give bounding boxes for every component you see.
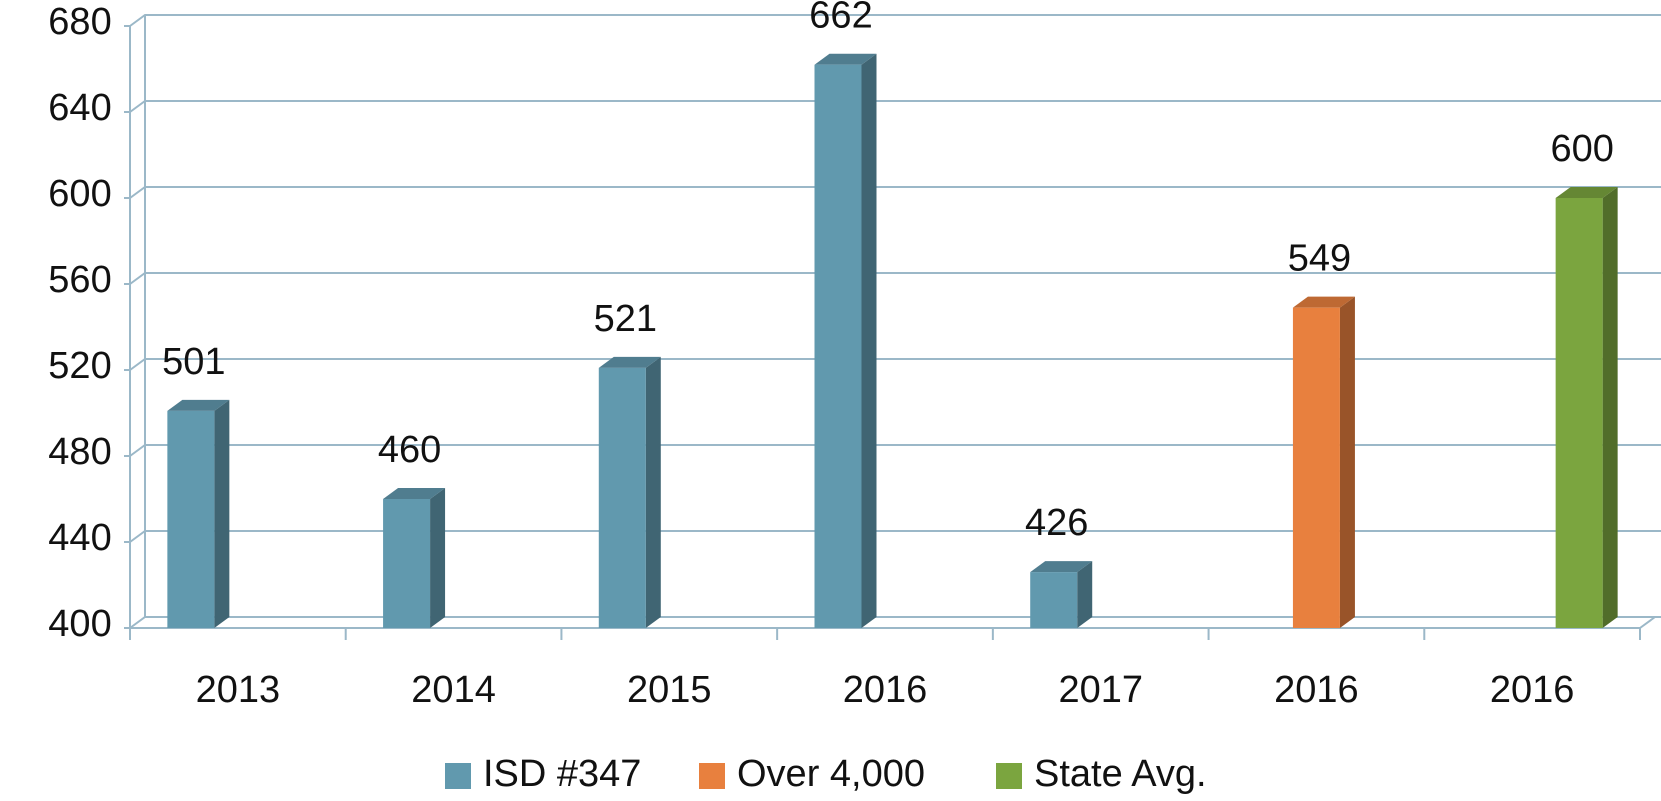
value-label: 426 <box>1025 502 1088 544</box>
legend-label: ISD #347 <box>483 753 641 795</box>
bar-side <box>1602 187 1618 628</box>
grid-line <box>129 100 1661 113</box>
bar <box>598 367 646 628</box>
value-label: 662 <box>809 0 872 37</box>
x-tick-label: 2017 <box>1058 669 1143 711</box>
x-tick-label: 2016 <box>1490 669 1575 711</box>
y-tick-label: 600 <box>48 173 111 215</box>
legend-label: State Avg. <box>1034 753 1207 795</box>
y-tick-label: 680 <box>48 1 111 43</box>
grid-line <box>129 616 1661 629</box>
bar-top <box>1030 561 1093 573</box>
bar-side <box>430 488 446 628</box>
bar <box>167 410 215 628</box>
bar-side <box>214 399 230 628</box>
x-tick-label: 2015 <box>627 669 712 711</box>
y-tick-label: 520 <box>48 345 111 387</box>
x-tick-label: 2016 <box>1274 669 1359 711</box>
y-tick-label: 640 <box>48 87 111 129</box>
y-tick-label: 440 <box>48 517 111 559</box>
y-tick-label: 480 <box>48 431 111 473</box>
grid-line <box>129 358 1661 371</box>
grid-line <box>129 272 1661 285</box>
value-label: 549 <box>1288 238 1351 280</box>
x-tick-label: 2014 <box>411 669 496 711</box>
bar-top <box>1555 187 1618 198</box>
value-label: 460 <box>378 429 441 471</box>
legend-swatch <box>699 763 725 789</box>
bar-top <box>167 399 230 411</box>
grid-line <box>129 530 1661 543</box>
grid-line <box>129 186 1661 199</box>
bar-top <box>814 53 877 65</box>
grid-line <box>129 14 1661 27</box>
bar-top <box>598 356 661 368</box>
y-tick-label: 400 <box>48 603 111 645</box>
legend-swatch <box>445 763 471 789</box>
bar <box>1292 307 1340 628</box>
legend-label: Over 4,000 <box>737 753 925 795</box>
bar <box>1030 572 1078 628</box>
legend-swatch <box>996 763 1022 789</box>
bar-side <box>1339 296 1355 628</box>
x-tick-label: 2013 <box>196 669 281 711</box>
bar-side <box>1077 561 1093 628</box>
bar-top <box>383 488 446 499</box>
bar-top <box>1292 296 1355 308</box>
x-tick-label: 2016 <box>843 669 928 711</box>
value-label: 501 <box>162 341 225 383</box>
bar-side <box>645 356 661 628</box>
value-label: 600 <box>1550 128 1613 170</box>
bar <box>814 64 862 628</box>
bar <box>383 499 431 628</box>
value-label: 521 <box>594 298 657 340</box>
grid-line <box>129 444 1661 457</box>
floor-right <box>1639 616 1656 629</box>
y-tick-label: 560 <box>48 259 111 301</box>
bar <box>1555 198 1603 628</box>
bar-side <box>861 53 877 628</box>
